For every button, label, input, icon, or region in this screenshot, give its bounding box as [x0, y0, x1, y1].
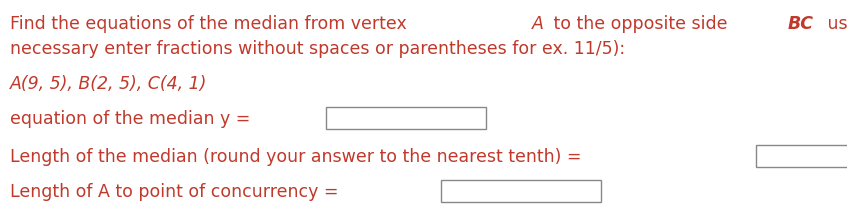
Text: Find the equations of the median from vertex: Find the equations of the median from ve… — [10, 15, 412, 33]
Text: equation of the median y =: equation of the median y = — [10, 110, 251, 128]
FancyBboxPatch shape — [326, 107, 486, 129]
Text: A: A — [533, 15, 545, 33]
FancyBboxPatch shape — [440, 180, 601, 202]
Text: Length of the median (round your answer to the nearest tenth) =: Length of the median (round your answer … — [10, 148, 582, 166]
Text: Length of A to point of concurrency =: Length of A to point of concurrency = — [10, 183, 339, 201]
Text: BC: BC — [788, 15, 814, 33]
FancyBboxPatch shape — [756, 145, 847, 167]
Text: to the opposite side: to the opposite side — [548, 15, 733, 33]
Text: necessary enter fractions without spaces or parentheses for ex. 11/5):: necessary enter fractions without spaces… — [10, 40, 625, 58]
Text: A(9, 5), B(2, 5), C(4, 1): A(9, 5), B(2, 5), C(4, 1) — [10, 75, 208, 93]
Text: using the points below (if: using the points below (if — [822, 15, 847, 33]
